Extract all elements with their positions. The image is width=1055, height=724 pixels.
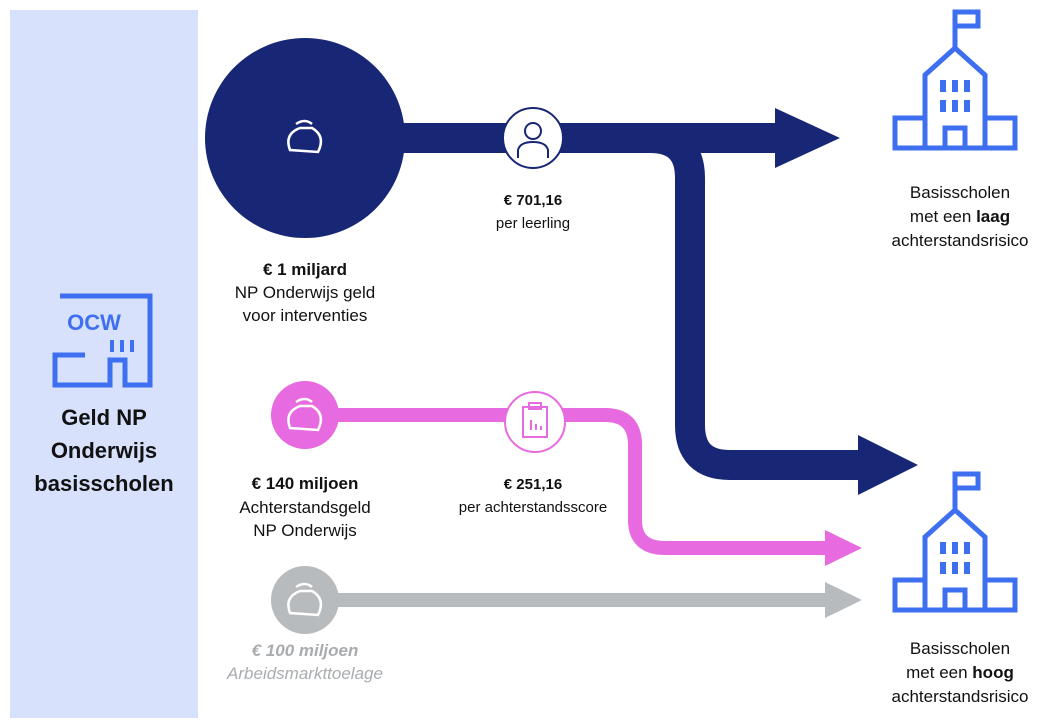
target-label: met een hoog (906, 663, 1014, 682)
target-text: met een (910, 207, 976, 226)
target-bold: hoog (972, 663, 1014, 682)
target-label: Basisscholen (910, 183, 1010, 202)
target-text: met een (906, 663, 972, 682)
target-label: achterstandsrisico (891, 687, 1028, 706)
arrow-head (825, 582, 862, 618)
arrow-head (825, 530, 862, 566)
amount: € 1 miljard (263, 260, 347, 279)
target-label: met een laag (910, 207, 1010, 226)
budget-circle (271, 381, 339, 449)
flow-line (305, 408, 830, 555)
money-icon (287, 119, 323, 617)
budget-circle (271, 566, 339, 634)
source-title: Onderwijs (51, 438, 157, 463)
arrow-head (858, 435, 918, 495)
target-bold: laag (976, 207, 1010, 226)
person-icon (517, 122, 549, 158)
target-label: Basisscholen (910, 639, 1010, 658)
rate-unit: per achterstandsscore (459, 499, 607, 516)
ocw-label: OCW (67, 310, 121, 335)
budget-circle (205, 38, 405, 238)
source-title: Geld NP (61, 405, 147, 430)
ocw-icon (52, 293, 153, 388)
desc: NP Onderwijs (253, 521, 357, 540)
rate: € 701,16 (504, 192, 562, 209)
rate-unit: per leerling (496, 215, 570, 232)
desc: Achterstandsgeld (239, 498, 370, 517)
amount: € 100 miljoen (252, 641, 359, 660)
target-label: achterstandsrisico (891, 231, 1028, 250)
desc: Arbeidsmarkttoelage (226, 664, 383, 683)
rate-circle (504, 391, 566, 453)
clipboard-icon (522, 402, 548, 438)
school-windows (940, 80, 970, 574)
arrow-head (775, 108, 840, 168)
source-panel (10, 10, 198, 718)
school-icon (892, 9, 1018, 613)
amount: € 140 miljoen (252, 474, 359, 493)
desc: NP Onderwijs geld (235, 283, 375, 302)
desc: voor interventies (243, 306, 368, 325)
rate: € 251,16 (504, 476, 562, 493)
source-title: basisscholen (34, 471, 173, 496)
